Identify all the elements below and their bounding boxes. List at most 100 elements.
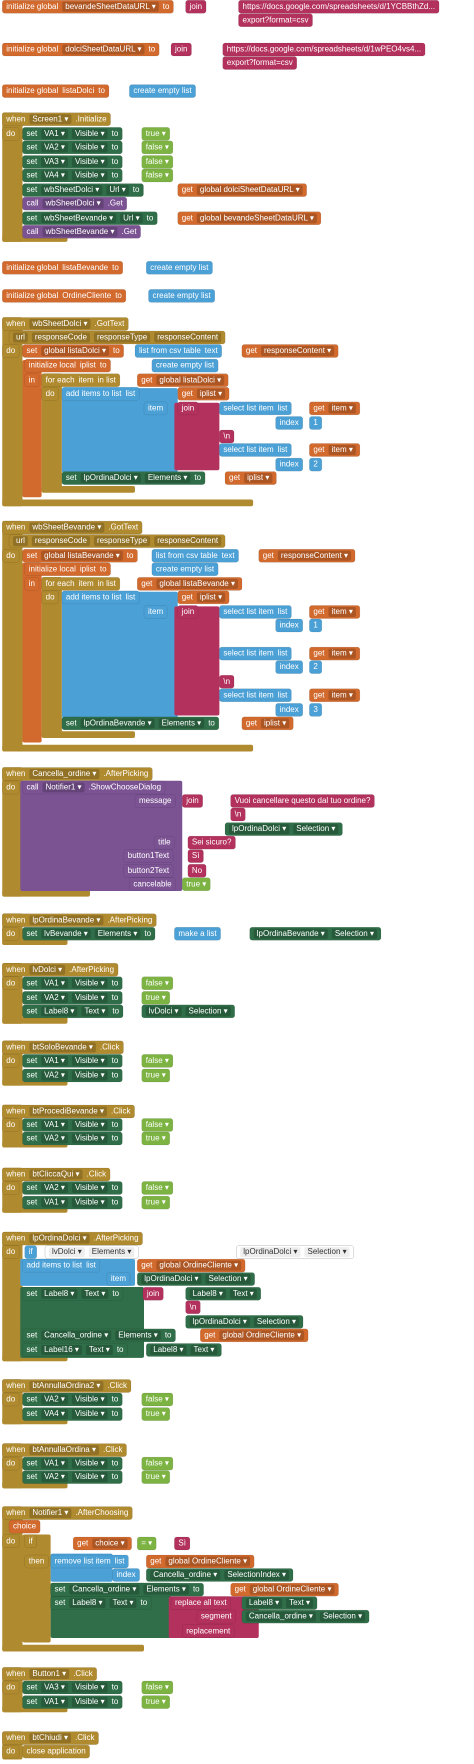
field <box>71 978 108 989</box>
block <box>241 1596 318 1610</box>
block-label: .AfterChoosing <box>75 1508 128 1517</box>
block-label: item <box>148 607 163 616</box>
block-row: true ▾ <box>141 1407 171 1421</box>
block-label: .Click <box>87 1170 108 1179</box>
block <box>185 1287 262 1301</box>
block <box>8 1519 41 1534</box>
block-label: Text ▾ <box>289 1598 310 1607</box>
block-row: do <box>2 1054 20 1068</box>
block-label: false ▾ <box>146 171 169 180</box>
block-label: get <box>235 1585 247 1594</box>
block <box>134 794 176 808</box>
field <box>42 782 85 793</box>
block-label: VA1 ▾ <box>44 129 65 138</box>
block-label: false ▾ <box>146 1120 169 1129</box>
block-label: to <box>112 1683 119 1692</box>
block-row: get global listaDolci ▾ <box>137 373 229 387</box>
block-label: for each <box>46 375 75 384</box>
block-row: false ▾ <box>141 1118 174 1132</box>
block-label: do <box>46 592 55 601</box>
block <box>22 1181 123 1195</box>
block <box>22 1118 123 1132</box>
block <box>2 289 127 303</box>
block-label: Label8 ▾ <box>44 1289 74 1298</box>
field <box>41 1055 68 1066</box>
block-row: close application <box>22 1744 90 1759</box>
block-label: item ▾ <box>332 403 353 412</box>
block-label: lpOrdinaDolci ▾ <box>232 824 286 833</box>
block-row: get global OrdineCliente ▾ <box>146 1554 255 1569</box>
block-body <box>41 731 135 738</box>
field <box>71 1120 108 1130</box>
block-label: global OrdineCliente ▾ <box>168 1557 247 1566</box>
block-label: to <box>112 1409 119 1418</box>
block-label: .GotText <box>108 523 139 532</box>
block <box>230 1582 339 1597</box>
block-row: do <box>2 127 20 141</box>
block-row: get global dolciSheetDataURL ▾ <box>177 183 307 197</box>
block <box>41 387 59 401</box>
block <box>2 1167 111 1182</box>
block-label: Selection ▾ <box>323 1612 362 1621</box>
block <box>123 849 174 863</box>
block-row: select list item list <box>219 688 292 702</box>
block-label: create empty list <box>133 86 192 95</box>
block-label: false ▾ <box>146 1395 169 1404</box>
block-row: set VA1 ▾ Visible ▾ to <box>22 1054 123 1068</box>
block-label: global listaBevande ▾ <box>159 579 235 588</box>
block-label: set <box>27 1120 38 1129</box>
block-label: VA2 ▾ <box>44 1134 65 1143</box>
block <box>2 127 20 141</box>
block-label: to <box>117 1345 124 1354</box>
block-label: global OrdineCliente ▾ <box>253 1585 332 1594</box>
block <box>2 520 143 535</box>
block <box>219 646 292 661</box>
block-row: set VA2 ▾ Visible ▾ to <box>22 1392 123 1407</box>
block-row: do <box>2 1534 20 1548</box>
block-row: 2 <box>309 457 323 472</box>
block-row: get item ▾ <box>309 443 361 457</box>
block-label: lpOrdinaDolci ▾ <box>243 1247 297 1256</box>
block <box>219 429 235 444</box>
block-label: get <box>141 1261 153 1270</box>
block-label: do <box>6 1536 15 1545</box>
field <box>41 1330 112 1341</box>
block <box>22 140 123 155</box>
block <box>22 1131 123 1146</box>
block-label: do <box>6 1683 15 1692</box>
block <box>309 416 323 430</box>
block-label: when <box>5 1170 25 1179</box>
block-row: initialize local iplist to <box>24 562 111 576</box>
block-label: to <box>193 1585 200 1594</box>
block-label: Text ▾ <box>89 1345 110 1354</box>
block-row: when Screen1 ▾ .Initialize <box>2 112 111 126</box>
block <box>222 56 298 70</box>
block-label: set <box>27 171 38 180</box>
block-body <box>22 562 42 743</box>
block-label: Url ▾ <box>123 213 139 222</box>
block-label: join <box>146 1289 159 1298</box>
block-label: Visible ▾ <box>75 1120 105 1129</box>
block-label: to <box>148 45 155 54</box>
field <box>71 1458 108 1469</box>
block-rows: initialize global bevandeSheetDataURL ▾ to… <box>2 0 440 1759</box>
block <box>50 1582 204 1597</box>
field <box>88 1247 135 1258</box>
block <box>106 1272 131 1286</box>
block-row: = ▾ <box>137 1536 157 1551</box>
block-label: set <box>27 1071 38 1080</box>
block-label: Label8 ▾ <box>72 1598 102 1607</box>
block <box>141 1680 174 1695</box>
block-label: \n <box>190 1302 197 1311</box>
block-row: \n <box>219 675 235 689</box>
block <box>22 1004 124 1019</box>
block-row: when btAnnullaOrdina ▾ .Click <box>2 1443 127 1457</box>
block <box>309 660 323 674</box>
block-body <box>2 1644 144 1652</box>
block-label: 3 <box>313 705 318 714</box>
block-label: get <box>263 551 275 560</box>
block-label: set <box>27 551 38 560</box>
block-label: VA3 ▾ <box>44 1683 65 1692</box>
block-label: .ShowChooseDialog <box>89 783 162 792</box>
block-label: list <box>115 1557 126 1566</box>
